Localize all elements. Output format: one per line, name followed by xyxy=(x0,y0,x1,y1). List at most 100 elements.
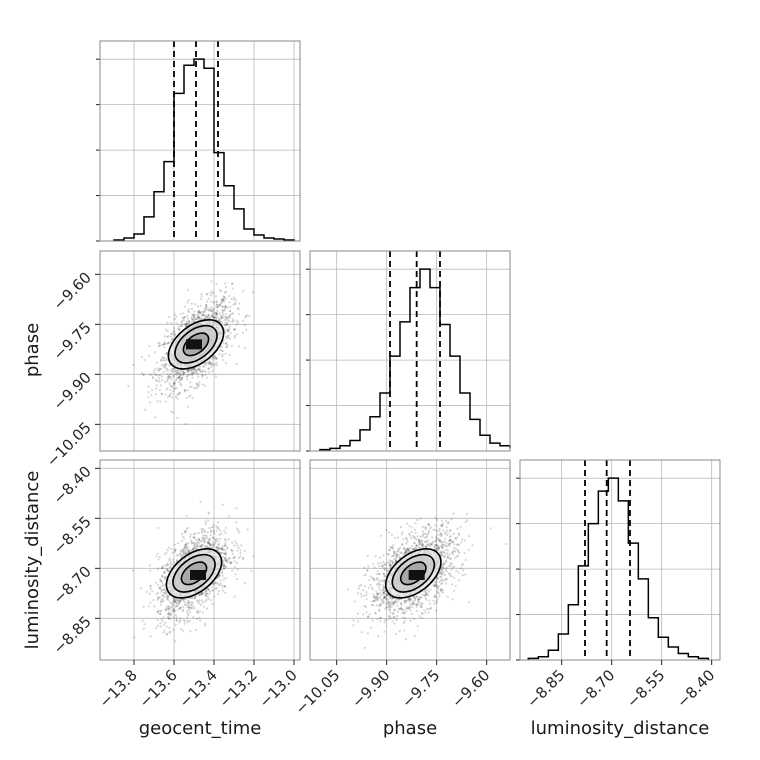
sample-point xyxy=(183,545,186,548)
sample-point xyxy=(211,541,214,544)
sample-point xyxy=(452,565,456,568)
sample-point xyxy=(378,605,381,608)
sample-point xyxy=(416,535,419,538)
sample-point xyxy=(408,532,411,535)
sample-point xyxy=(211,370,214,373)
sample-point xyxy=(197,611,200,614)
sample-point xyxy=(210,280,213,283)
sample-point xyxy=(366,632,369,635)
frame-hist-geocent_time xyxy=(99,40,301,242)
sample-point xyxy=(199,297,203,300)
sample-point xyxy=(183,316,187,319)
sample-point xyxy=(157,558,160,561)
sample-point xyxy=(430,543,433,546)
sample-point xyxy=(444,541,447,544)
sample-point xyxy=(440,524,443,527)
sample-point xyxy=(224,362,228,365)
sample-point xyxy=(173,600,176,603)
sample-point xyxy=(393,622,396,625)
sample-point xyxy=(221,503,224,507)
sample-point xyxy=(382,554,385,557)
sample-point xyxy=(160,566,164,569)
sample-point xyxy=(220,547,223,550)
sample-point xyxy=(175,604,178,607)
sample-point xyxy=(198,370,202,373)
sample-point xyxy=(408,597,412,600)
sample-point xyxy=(215,311,218,315)
sample-point xyxy=(174,609,177,613)
sample-point xyxy=(237,307,240,310)
sample-point xyxy=(170,606,173,609)
sample-point xyxy=(226,319,229,322)
sample-point xyxy=(467,549,470,552)
sample-point xyxy=(453,543,456,546)
sample-point xyxy=(379,616,382,619)
sample-point xyxy=(208,308,212,311)
sample-point xyxy=(404,552,407,556)
sample-point xyxy=(446,532,450,535)
sample-point xyxy=(382,596,386,599)
sample-point xyxy=(395,633,398,636)
sample-point xyxy=(168,613,171,616)
sample-point xyxy=(400,602,403,605)
sample-point xyxy=(166,329,169,333)
sample-point xyxy=(183,546,186,549)
sample-point xyxy=(398,608,401,611)
sample-point xyxy=(403,546,406,550)
sample-point xyxy=(420,539,423,542)
sample-point xyxy=(395,552,398,556)
sample-point xyxy=(230,312,233,315)
sample-point xyxy=(212,583,215,586)
sample-point xyxy=(382,563,385,567)
sample-point xyxy=(159,587,162,590)
sample-point xyxy=(168,394,171,397)
sample-point xyxy=(205,303,208,307)
sample-point xyxy=(400,552,403,555)
sample-point xyxy=(210,543,213,547)
sample-point xyxy=(439,532,443,535)
sample-point xyxy=(200,599,203,602)
sample-point xyxy=(214,316,217,319)
sample-point xyxy=(193,536,196,539)
sample-point xyxy=(377,596,380,599)
sample-point xyxy=(233,540,236,543)
sample-point xyxy=(413,597,416,600)
sample-point xyxy=(413,528,416,532)
sample-point xyxy=(427,611,430,614)
sample-point xyxy=(425,536,428,539)
sample-point xyxy=(182,316,185,319)
sample-point xyxy=(414,546,418,549)
ytick-label-luminosity_distance-1: −8.70 xyxy=(50,562,95,607)
sample-point xyxy=(185,322,188,325)
sample-point xyxy=(376,570,379,573)
sample-point xyxy=(225,337,228,340)
sample-point xyxy=(371,576,374,579)
sample-point xyxy=(174,549,177,552)
sample-point xyxy=(215,546,218,549)
sample-point xyxy=(393,551,396,554)
sample-point xyxy=(417,596,420,599)
sample-point xyxy=(214,538,217,542)
sample-point xyxy=(383,596,387,599)
sample-point xyxy=(178,602,181,605)
sample-point xyxy=(191,376,194,379)
sample-point xyxy=(176,370,179,373)
sample-point xyxy=(224,559,227,563)
sample-point xyxy=(445,534,448,537)
sample-point xyxy=(405,607,408,611)
sample-point xyxy=(163,343,166,346)
sample-point xyxy=(235,362,238,365)
sample-point xyxy=(205,316,209,319)
sample-point xyxy=(444,579,447,582)
sample-point xyxy=(394,536,397,540)
sample-point xyxy=(435,576,439,580)
sample-point xyxy=(396,610,400,613)
sample-point xyxy=(367,615,370,618)
sample-point xyxy=(184,545,187,548)
sample-point xyxy=(198,381,201,384)
sample-point xyxy=(200,310,203,314)
sample-point xyxy=(168,611,171,614)
sample-point xyxy=(172,375,175,378)
sample-point xyxy=(455,555,459,558)
sample-point xyxy=(147,605,150,608)
